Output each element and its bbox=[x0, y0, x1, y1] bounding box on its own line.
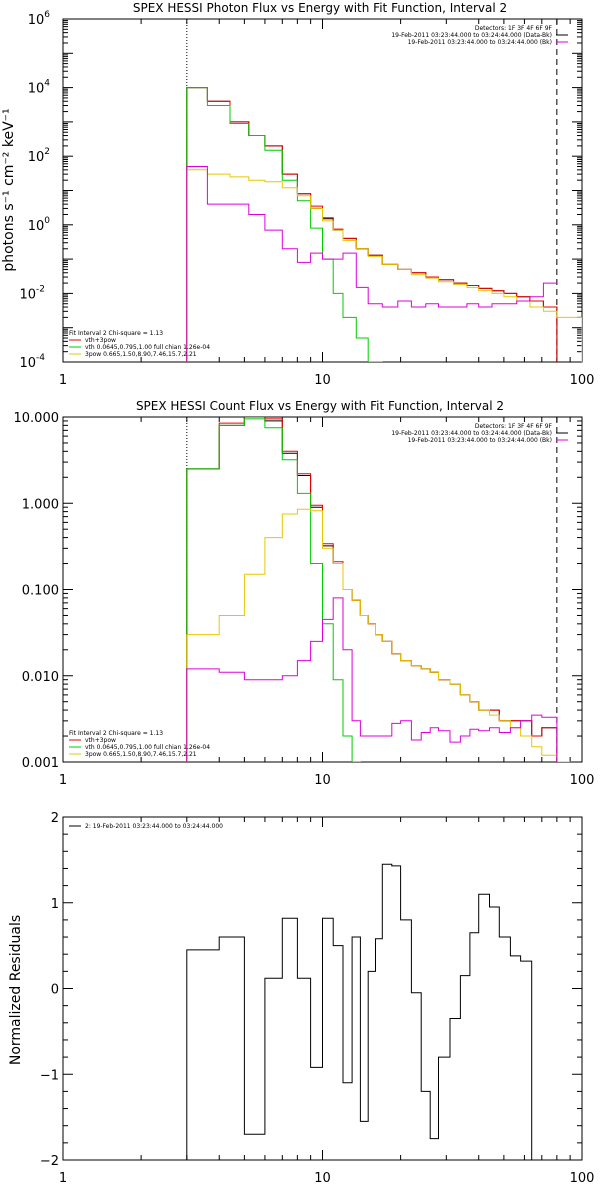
count-flux-legend-text: 19-Feb-2011 03:23:44.000 to 03:24:44.000… bbox=[391, 430, 552, 437]
photon-flux-legend-text: 19-Feb-2011 03:23:44.000 to 03:24:44.000… bbox=[391, 32, 552, 39]
photon-flux-y-tick-label: 106 bbox=[28, 10, 51, 28]
photon-flux-y-tick-label: 10-2 bbox=[19, 284, 45, 302]
count-flux-y-tick-label: 10.000 bbox=[14, 411, 60, 426]
count-flux-series-0-line bbox=[186, 417, 558, 762]
count-flux-legend-text: Fit Interval 2 Chi-square = 1.13 bbox=[69, 730, 163, 737]
count-flux-panel: SPEX HESSI Count Flux vs Energy with Fit… bbox=[14, 399, 595, 788]
count-flux-y-tick-label: 0.010 bbox=[22, 670, 59, 685]
count-flux-x-tick-label: 10 bbox=[314, 773, 331, 788]
photon-flux-x-tick-label: 100 bbox=[570, 373, 595, 388]
photon-flux-panel: SPEX HESSI Photon Flux vs Energy with Fi… bbox=[1, 1, 594, 388]
residuals-series-0-line bbox=[186, 863, 533, 1160]
residuals-plot-area: 1 10 100 −2 −1 0 1 2 2: 19-Feb-2011 03:23:44.000… bbox=[40, 811, 595, 1186]
count-flux-legend-text: 19-Feb-2011 03:23:44.000 to 03:24:44.000… bbox=[408, 437, 552, 444]
photon-flux-x-tick-label: 10 bbox=[314, 373, 331, 388]
photon-flux-frame bbox=[62, 18, 583, 363]
photon-flux-legend-text: 19-Feb-2011 03:23:44.000 to 03:24:44.000… bbox=[408, 39, 552, 46]
photon-flux-series-2-line bbox=[186, 87, 383, 362]
photon-flux-y-tick-label: 102 bbox=[28, 147, 50, 165]
residuals-series-group bbox=[186, 863, 533, 1160]
residuals-panel: Normalized Residuals 1 10 100 −2 −1 0 1 2 2: 19-… bbox=[8, 811, 594, 1186]
photon-flux-legend-text: vth+3pow bbox=[85, 337, 116, 344]
count-flux-legend-text: Detectors: 1F 3F 4F 6F 9F bbox=[475, 423, 553, 430]
photon-flux-y-tick-label: 100 bbox=[28, 216, 51, 234]
count-flux-series-4-line bbox=[186, 597, 558, 762]
photon-flux-legend-text: Fit Interval 2 Chi-square = 1.13 bbox=[69, 330, 163, 337]
residuals-x-tick-label: 100 bbox=[570, 1171, 595, 1186]
count-flux-series-group bbox=[186, 417, 571, 762]
residuals-y-tick-label: −2 bbox=[40, 1154, 59, 1169]
residuals-x-tick-label: 1 bbox=[59, 1171, 67, 1186]
count-flux-title: SPEX HESSI Count Flux vs Energy with Fit… bbox=[136, 399, 504, 413]
residuals-y-tick-label: −1 bbox=[40, 1068, 59, 1083]
count-flux-series-2-line bbox=[186, 418, 361, 762]
count-flux-legend-text: vth+3pow bbox=[85, 737, 116, 744]
count-flux-y-tick-label: 1.000 bbox=[22, 497, 59, 512]
residuals-y-tick-label: 0 bbox=[51, 983, 59, 998]
photon-flux-x-tick-label: 1 bbox=[59, 373, 67, 388]
photon-flux-legend-text: vth 0.0645,0.795,1.00 full chian 1.26e-0… bbox=[85, 344, 210, 351]
count-flux-y-tick-label: 0.100 bbox=[22, 584, 59, 599]
residuals-x-tick-label: 10 bbox=[314, 1171, 331, 1186]
photon-flux-series-4-line bbox=[186, 166, 557, 362]
residuals-legend-text: 2: 19-Feb-2011 03:23:44.000 to 03:24:44.… bbox=[85, 823, 223, 830]
photon-flux-series-1-line bbox=[186, 87, 558, 362]
residuals-y-tick-label: 2 bbox=[51, 811, 59, 826]
photon-flux-y-tick-label: 104 bbox=[28, 79, 51, 97]
residuals-y-axis-label: Normalized Residuals bbox=[8, 915, 24, 1065]
photon-flux-plot-area: 1 10 100 10-4 10-2 100 102 104 106 Detectors: 1F … bbox=[19, 10, 594, 388]
photon-flux-series-group bbox=[186, 87, 582, 362]
count-flux-legend-text: 3pow 0.665,1.50,8.90,7.46,15.7,2.21 bbox=[85, 751, 197, 758]
photon-flux-y-axis-label: photons s⁻¹ cm⁻² keV⁻¹ bbox=[1, 108, 17, 271]
residuals-y-tick-label: 1 bbox=[51, 897, 59, 912]
photon-flux-series-3-line bbox=[186, 169, 582, 362]
photon-flux-series-0-line bbox=[186, 87, 558, 362]
photon-flux-legend-text: 3pow 0.665,1.50,8.90,7.46,15.7,2.21 bbox=[85, 351, 197, 358]
count-flux-series-1-line bbox=[186, 417, 558, 762]
count-flux-plot-area: 1 10 100 0.001 0.010 0.100 1.000 10.000 Detector… bbox=[14, 411, 595, 788]
count-flux-y-tick-label: 0.001 bbox=[22, 756, 59, 771]
count-flux-x-tick-label: 1 bbox=[59, 773, 67, 788]
count-flux-x-tick-label: 100 bbox=[570, 773, 595, 788]
count-flux-legend-text: vth 0.0645,0.795,1.00 full chian 1.26e-0… bbox=[85, 744, 210, 751]
photon-flux-y-tick-label: 10-4 bbox=[19, 353, 45, 371]
count-flux-series-3-line bbox=[186, 508, 571, 762]
photon-flux-legend-text: Detectors: 1F 3F 4F 6F 9F bbox=[475, 25, 553, 32]
photon-flux-title: SPEX HESSI Photon Flux vs Energy with Fi… bbox=[133, 1, 507, 15]
